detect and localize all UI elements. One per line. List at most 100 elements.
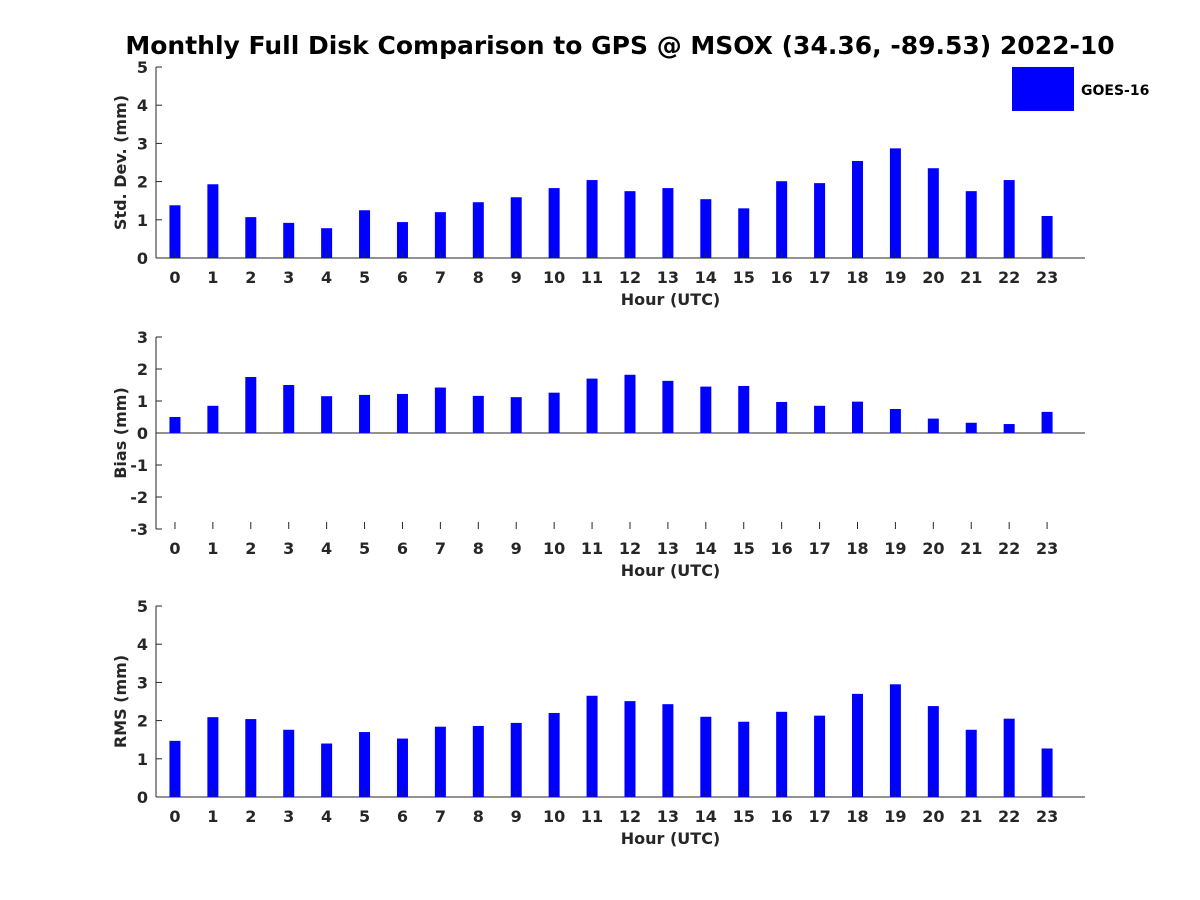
bias-x-tick-label: 10 [543, 539, 565, 558]
stddev-bar-hour-0 [169, 205, 181, 258]
bias-bar-hour-22 [1003, 424, 1015, 433]
rms-y-tick-label: 3 [137, 673, 148, 692]
stddev-y-tick-label: 4 [137, 96, 148, 115]
rms-y-tick-label: 4 [137, 635, 148, 654]
stddev-x-tick-label: 22 [998, 268, 1020, 287]
stddev-x-tick-label: 11 [581, 268, 603, 287]
bias-x-tick-label: 0 [169, 539, 180, 558]
stddev-y-tick-label: 0 [137, 249, 148, 268]
bias-bar-hour-23 [1041, 411, 1053, 433]
stddev-x-tick-label: 1 [207, 268, 218, 287]
rms-bar-hour-16 [776, 711, 788, 797]
rms-bar-hour-11 [586, 695, 598, 797]
rms-y-tick-label: 0 [137, 788, 148, 807]
bias-x-tick-label: 19 [884, 539, 906, 558]
bias-bar-hour-6 [396, 393, 408, 433]
rms-y-tick-label: 1 [137, 750, 148, 769]
stddev-x-tick-label: 3 [283, 268, 294, 287]
rms-bar-hour-4 [321, 743, 333, 797]
stddev-x-tick-label: 6 [397, 268, 408, 287]
bias-bar-hour-19 [889, 409, 901, 433]
rms-x-tick-label: 18 [846, 807, 868, 826]
stddev-bar-hour-1 [207, 184, 219, 258]
bias-y-tick-label: 1 [137, 392, 148, 411]
rms-x-tick-label: 5 [359, 807, 370, 826]
stddev-bar-hour-6 [396, 222, 408, 258]
bias-bar-hour-20 [927, 418, 939, 433]
stddev-bar-hour-3 [283, 222, 295, 258]
stddev-y-tick-label: 1 [137, 211, 148, 230]
rms-x-tick-label: 4 [321, 807, 332, 826]
stddev-bar-hour-12 [624, 191, 636, 258]
rms-x-tick-label: 21 [960, 807, 982, 826]
rms-x-tick-label: 11 [581, 807, 603, 826]
stddev-bar-hour-20 [927, 168, 939, 258]
bias-x-tick-label: 11 [581, 539, 603, 558]
bias-x-tick-label: 9 [511, 539, 522, 558]
rms-bar-hour-8 [472, 725, 484, 797]
stddev-bar-hour-4 [321, 228, 333, 258]
stddev-bar-hour-14 [700, 199, 712, 258]
stddev-bar-hour-5 [359, 210, 371, 258]
stddev-x-tick-label: 17 [808, 268, 830, 287]
bias-x-tick-label: 13 [657, 539, 679, 558]
bias-y-tick-label: 0 [137, 424, 148, 443]
rms-x-tick-label: 12 [619, 807, 641, 826]
stddev-bar-hour-18 [851, 160, 863, 258]
bias-bar-hour-0 [169, 417, 181, 433]
rms-x-tick-label: 2 [245, 807, 256, 826]
bias-bar-hour-2 [245, 377, 257, 433]
rms-x-tick-label: 13 [657, 807, 679, 826]
rms-bar-hour-2 [245, 719, 257, 797]
stddev-x-tick-label: 7 [435, 268, 446, 287]
stddev-bar-hour-7 [434, 212, 446, 258]
bias-y-tick-label: 3 [137, 328, 148, 347]
bias-x-tick-label: 21 [960, 539, 982, 558]
bias-x-tick-label: 7 [435, 539, 446, 558]
bias-x-axis-label: Hour (UTC) [621, 561, 721, 580]
rms-bar-hour-18 [851, 693, 863, 797]
stddev-bar-hour-10 [548, 188, 560, 258]
bias-x-tick-label: 14 [695, 539, 717, 558]
stddev-bar-hour-23 [1041, 215, 1053, 258]
bias-x-tick-label: 16 [771, 539, 793, 558]
bias-bar-hour-5 [359, 394, 371, 433]
stddev-bar-hour-19 [889, 148, 901, 258]
bias-x-tick-label: 8 [473, 539, 484, 558]
bias-bar-hour-3 [283, 385, 295, 433]
stddev-x-tick-label: 14 [695, 268, 717, 287]
rms-bar-hour-7 [434, 726, 446, 797]
bias-bar-hour-21 [965, 422, 977, 433]
stddev-y-tick-label: 2 [137, 173, 148, 192]
rms-x-tick-label: 16 [771, 807, 793, 826]
bias-bar-hour-11 [586, 378, 598, 433]
stddev-y-tick-label: 3 [137, 134, 148, 153]
bias-bar-hour-7 [434, 387, 446, 433]
rms-bar-hour-1 [207, 717, 219, 797]
stddev-x-tick-label: 5 [359, 268, 370, 287]
rms-x-tick-label: 7 [435, 807, 446, 826]
stddev-x-tick-label: 15 [733, 268, 755, 287]
bias-bar-hour-10 [548, 392, 560, 433]
bias-bar-hour-14 [700, 386, 712, 433]
figure-title: Monthly Full Disk Comparison to GPS @ MS… [125, 31, 1114, 60]
rms-x-tick-label: 19 [884, 807, 906, 826]
bias-bar-hour-8 [472, 395, 484, 433]
stddev-bar-hour-16 [776, 181, 788, 258]
legend: GOES-16 [1012, 67, 1149, 111]
rms-y-tick-label: 2 [137, 712, 148, 731]
bias-x-tick-label: 2 [245, 539, 256, 558]
rms-bar-hour-20 [927, 706, 939, 797]
rms-x-tick-label: 0 [169, 807, 180, 826]
rms-bar-hour-0 [169, 740, 181, 797]
stddev-bar-hour-21 [965, 191, 977, 258]
bias-x-tick-label: 15 [733, 539, 755, 558]
stddev-x-tick-label: 10 [543, 268, 565, 287]
stddev-x-tick-label: 0 [169, 268, 180, 287]
bias-x-tick-label: 4 [321, 539, 332, 558]
stddev-x-tick-label: 13 [657, 268, 679, 287]
bias-bar-hour-18 [851, 401, 863, 433]
bias-bar-hour-17 [814, 405, 826, 433]
